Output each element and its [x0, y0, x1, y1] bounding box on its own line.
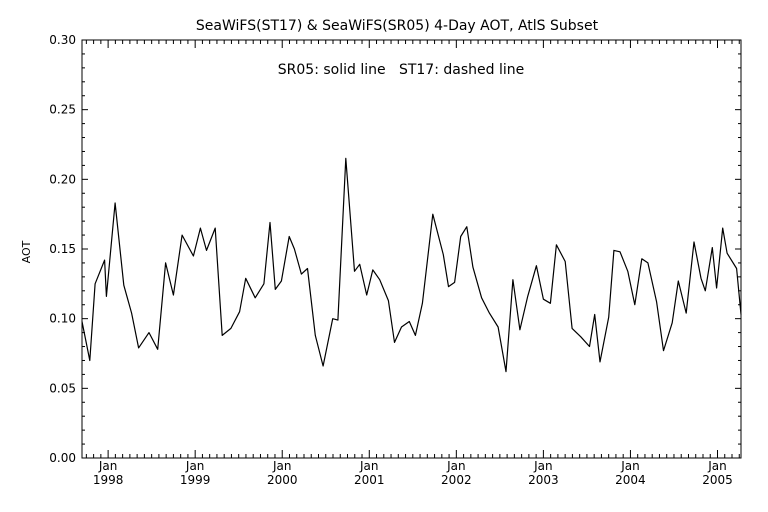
x-tick-month-label: Jan — [620, 459, 640, 473]
x-tick-year-label: 1999 — [180, 473, 211, 487]
x-tick-year-label: 1998 — [93, 473, 124, 487]
x-axis-ticks: Jan1998Jan1999Jan2000Jan2001Jan2002Jan20… — [85, 40, 740, 487]
chart-title: SeaWiFS(ST17) & SeaWiFS(SR05) 4-Day AOT,… — [196, 18, 599, 34]
plot-frame — [81, 39, 742, 459]
line-style-annotation: SR05: solid line ST17: dashed line — [278, 62, 524, 78]
y-tick-label: 0.00 — [49, 451, 76, 465]
x-tick-month-label: Jan — [359, 459, 379, 473]
x-tick-year-label: 2000 — [267, 473, 298, 487]
y-axis-label: AOT — [20, 240, 33, 263]
x-tick-month-label: Jan — [446, 459, 466, 473]
y-tick-label: 0.15 — [49, 242, 76, 256]
x-tick-year-label: 2003 — [528, 473, 559, 487]
y-tick-label: 0.25 — [49, 103, 76, 117]
y-tick-label: 0.20 — [49, 172, 76, 186]
x-tick-month-label: Jan — [707, 459, 727, 473]
x-tick-month-label: Jan — [185, 459, 205, 473]
x-tick-month-label: Jan — [98, 459, 118, 473]
x-tick-month-label: Jan — [533, 459, 553, 473]
x-tick-year-label: 2001 — [354, 473, 385, 487]
y-tick-label: 0.05 — [49, 381, 76, 395]
series-line-sr05 — [81, 157, 742, 373]
y-axis-ticks: 0.00 0.05 0.10 0.15 0.20 0.25 0.30 — [49, 33, 741, 465]
x-tick-year-label: 2005 — [702, 473, 733, 487]
y-tick-label: 0.10 — [49, 312, 76, 326]
series-layer — [81, 157, 742, 373]
y-tick-label: 0.30 — [49, 33, 76, 47]
x-tick-month-label: Jan — [272, 459, 292, 473]
x-tick-year-label: 2004 — [615, 473, 646, 487]
x-tick-year-label: 2002 — [441, 473, 472, 487]
